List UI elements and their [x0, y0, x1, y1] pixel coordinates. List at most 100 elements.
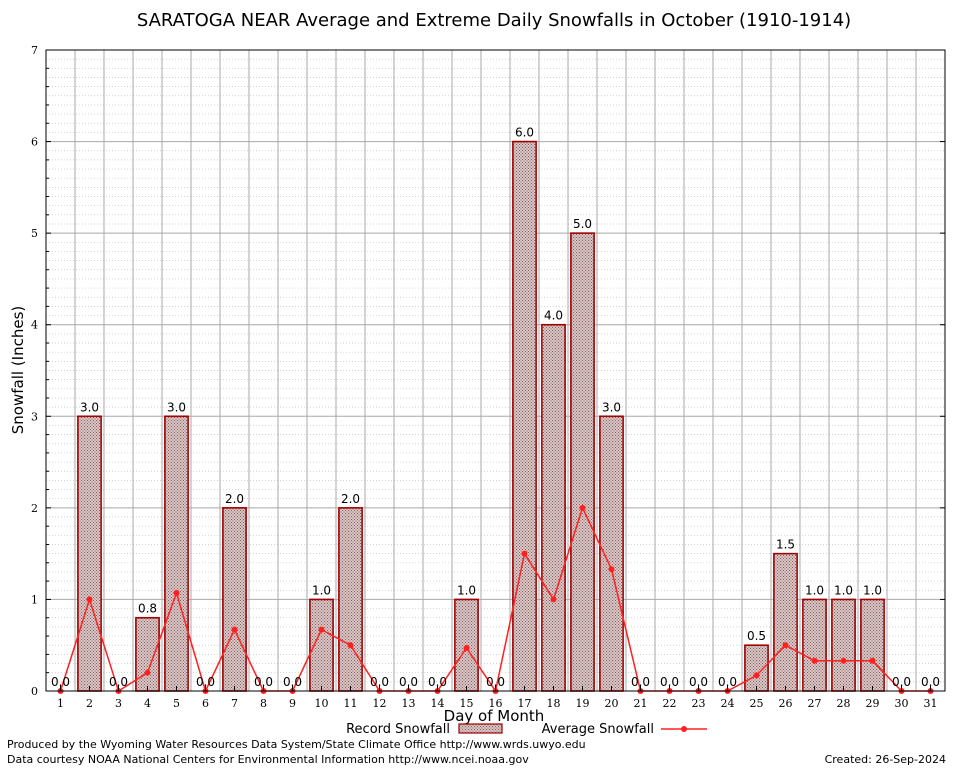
record-value-label: 0.0	[51, 675, 70, 689]
x-tick-label: 16	[489, 697, 503, 710]
average-point	[782, 642, 789, 649]
record-value-label: 6.0	[515, 126, 534, 140]
record-bar	[860, 598, 885, 692]
average-point	[231, 626, 238, 633]
x-tick-label: 28	[837, 697, 851, 710]
x-tick-label: 20	[605, 697, 619, 710]
record-value-label: 1.0	[863, 583, 882, 597]
x-tick-label: 27	[808, 697, 822, 710]
footer-produced-by: Produced by the Wyoming Water Resources …	[7, 738, 586, 751]
footer-created: Created: 26-Sep-2024	[824, 753, 946, 766]
x-tick-label: 13	[402, 697, 416, 710]
grid	[46, 49, 945, 692]
average-point	[579, 504, 586, 511]
chart-title: SARATOGA NEAR Average and Extreme Daily …	[137, 10, 851, 31]
x-tick-label: 24	[721, 697, 735, 710]
x-tick-label: 18	[547, 697, 561, 710]
y-tick-label: 5	[31, 227, 38, 240]
record-value-label: 2.0	[225, 492, 244, 506]
x-tick-label: 15	[460, 697, 474, 710]
x-tick-label: 8	[260, 697, 267, 710]
record-value-label: 0.5	[747, 629, 766, 643]
record-value-label: 0.0	[689, 675, 708, 689]
x-tick-label: 31	[924, 697, 938, 710]
record-value-label: 5.0	[573, 217, 592, 231]
x-tick-label: 1	[57, 697, 64, 710]
average-point	[347, 642, 354, 649]
record-value-label: 2.0	[341, 492, 360, 506]
record-value-label: 1.0	[805, 583, 824, 597]
y-tick-label: 7	[31, 44, 38, 57]
average-point	[86, 596, 93, 603]
record-value-label: 0.0	[428, 675, 447, 689]
record-bar	[77, 415, 102, 692]
record-value-label: 0.8	[138, 602, 157, 616]
average-point	[463, 644, 470, 651]
record-value-label: 0.0	[109, 675, 128, 689]
average-point	[521, 550, 528, 557]
record-value-label: 3.0	[167, 400, 186, 414]
footer-data-courtesy: Data courtesy NOAA National Centers for …	[7, 753, 529, 766]
x-tick-label: 23	[692, 697, 706, 710]
average-point	[144, 669, 151, 676]
y-tick-label: 2	[31, 502, 38, 515]
x-tick-label: 7	[231, 697, 238, 710]
x-tick-label: 22	[663, 697, 677, 710]
legend-average-label: Average Snowfall	[542, 722, 654, 737]
record-value-label: 0.0	[660, 675, 679, 689]
legend-record-swatch	[458, 723, 503, 734]
record-bar	[164, 415, 189, 692]
y-tick-label: 1	[31, 593, 38, 606]
average-point	[811, 657, 818, 664]
record-value-label: 1.0	[834, 583, 853, 597]
record-value-label: 0.0	[283, 675, 302, 689]
record-bar	[802, 598, 827, 692]
y-tick-label: 3	[31, 410, 38, 423]
y-tick-label: 0	[31, 685, 38, 698]
y-tick-label: 6	[31, 136, 38, 149]
record-bar	[773, 552, 798, 692]
average-point	[318, 626, 325, 633]
record-value-label: 0.0	[486, 675, 505, 689]
x-tick-label: 25	[750, 697, 764, 710]
x-tick-label: 2	[86, 697, 93, 710]
record-bar	[338, 507, 363, 692]
bars	[77, 140, 885, 692]
x-tick-label: 30	[895, 697, 909, 710]
x-tick-label: 11	[344, 697, 358, 710]
record-bar	[222, 507, 247, 692]
record-value-label: 1.5	[776, 538, 795, 552]
x-tick-label: 17	[518, 697, 532, 710]
legend: Record Snowfall Average Snowfall	[346, 722, 707, 737]
x-tick-label: 14	[431, 697, 445, 710]
record-value-label: 0.0	[892, 675, 911, 689]
average-point	[753, 672, 760, 679]
average-point	[173, 590, 180, 597]
x-tick-label: 19	[576, 697, 590, 710]
y-tick-label: 4	[31, 319, 38, 332]
average-point	[840, 657, 847, 664]
record-value-label: 1.0	[457, 583, 476, 597]
data-labels: 0.0 3.0 0.0 0.8 3.0 0.0 2.0 0.0 0.0 1.0 2.0 0.0 0.0 0…	[51, 126, 940, 689]
x-tick-label: 12	[373, 697, 387, 710]
record-value-label: 3.0	[80, 400, 99, 414]
legend-average-marker	[681, 726, 687, 732]
average-point	[608, 566, 615, 573]
record-value-label: 3.0	[602, 400, 621, 414]
x-axis-title: Day of Month	[444, 707, 545, 725]
record-value-label: 0.0	[631, 675, 650, 689]
legend-record-label: Record Snowfall	[346, 722, 450, 737]
x-tick-label: 4	[144, 697, 151, 710]
average-point	[550, 596, 557, 603]
record-value-label: 0.0	[370, 675, 389, 689]
y-axis-title: Snowfall (Inches)	[9, 306, 27, 434]
record-value-label: 0.0	[254, 675, 273, 689]
record-value-label: 0.0	[196, 675, 215, 689]
record-value-label: 0.0	[921, 675, 940, 689]
record-value-label: 4.0	[544, 309, 563, 323]
record-bar	[570, 232, 595, 692]
record-value-label: 1.0	[312, 583, 331, 597]
x-tick-label: 6	[202, 697, 209, 710]
